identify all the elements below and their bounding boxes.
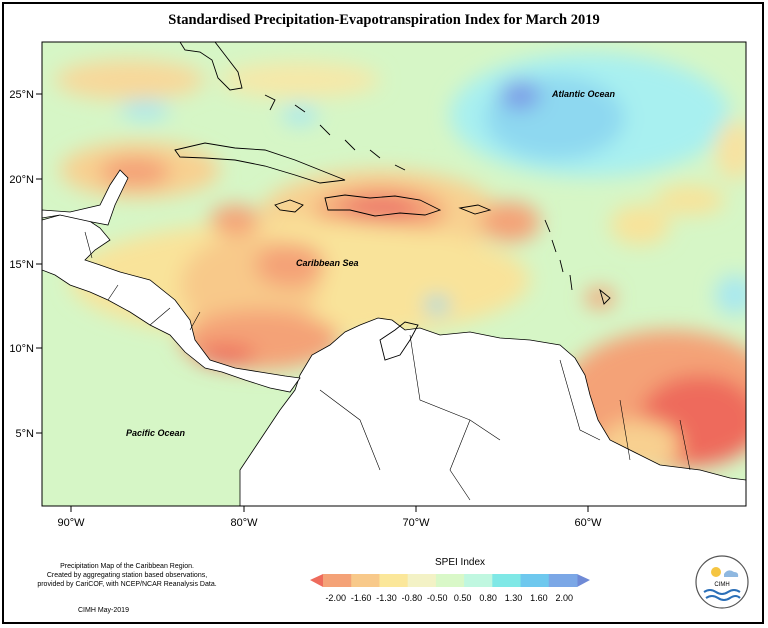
lon-labels: 90°W 80°W 70°W 60°W [57, 517, 602, 529]
lat-label-20n: 20°N [9, 174, 34, 186]
lon-label-60w: 60°W [574, 517, 602, 529]
credit-date: CIMH May-2019 [78, 607, 129, 614]
legend-title: SPEI Index [434, 557, 486, 568]
legend-tick-label: -2.00 [325, 593, 346, 603]
lat-label-10n: 10°N [9, 343, 34, 355]
caribbean-sea-label: Caribbean Sea [296, 258, 359, 268]
place-labels: Atlantic Ocean Caribbean Sea Pacific Oce… [126, 89, 616, 438]
legend-high-arrow [577, 574, 590, 587]
legend-tick-label: 1.30 [505, 593, 523, 603]
caribbean-islands [174, 94, 611, 361]
legend-swatch [323, 574, 352, 587]
legend-tick-label: -1.30 [376, 593, 397, 603]
legend-tick-label: -0.50 [427, 593, 448, 603]
credit-line-3: provided by CariCOF, with NCEP/NCAR Rean… [37, 581, 217, 588]
country-borders [84, 231, 691, 501]
legend-tick-labels: -2.00 -1.60 -1.30 -0.80 -0.50 0.50 0.80 1.30 1.6… [325, 593, 573, 603]
legend-low-arrow [310, 574, 323, 587]
lat-labels: 25°N 20°N 15°N 10°N 5°N [9, 89, 34, 440]
credits-block: Precipitation Map of the Caribbean Regio… [22, 562, 232, 589]
credit-line-1: Precipitation Map of the Caribbean Regio… [60, 563, 194, 570]
map-border [41, 41, 747, 507]
central-america-land [42, 214, 301, 393]
legend-tick-label: 0.50 [454, 593, 472, 603]
logo-text: CIMH [714, 582, 729, 588]
legend-swatch [435, 574, 465, 587]
legend-colorbar [310, 574, 590, 587]
legend-tick-label: 2.00 [556, 593, 574, 603]
legend-swatch [407, 574, 437, 587]
atlantic-ocean-label: Atlantic Ocean [551, 89, 616, 99]
lon-label-90w: 90°W [57, 517, 85, 529]
legend-swatch [548, 574, 578, 587]
lon-label-70w: 70°W [402, 517, 430, 529]
legend-tick-label: -1.60 [351, 593, 372, 603]
lat-label-15n: 15°N [9, 259, 34, 271]
legend-swatch [351, 574, 380, 587]
legend-swatch [520, 574, 550, 587]
south-america-land [239, 317, 746, 506]
florida-land [179, 42, 243, 91]
lat-label-25n: 25°N [9, 89, 34, 101]
cimh-logo-icon: CIMH [695, 555, 749, 609]
legend-tick-label: 1.60 [530, 593, 548, 603]
lat-label-5n: 5°N [16, 428, 35, 440]
legend-swatch [492, 574, 522, 587]
pacific-ocean-label: Pacific Ocean [126, 428, 186, 438]
map-title: Standardised Precipitation-Evapotranspir… [168, 12, 600, 28]
credit-line-2: Created by aggregating station based obs… [46, 572, 208, 579]
legend-swatch [464, 574, 493, 587]
yucatan-land [42, 169, 129, 226]
lon-label-80w: 80°W [230, 517, 258, 529]
legend-tick-label: 0.80 [479, 593, 497, 603]
legend-swatch [379, 574, 409, 587]
axis-ticks [36, 93, 589, 512]
legend-tick-label: -0.80 [402, 593, 423, 603]
map-area [42, 42, 746, 506]
